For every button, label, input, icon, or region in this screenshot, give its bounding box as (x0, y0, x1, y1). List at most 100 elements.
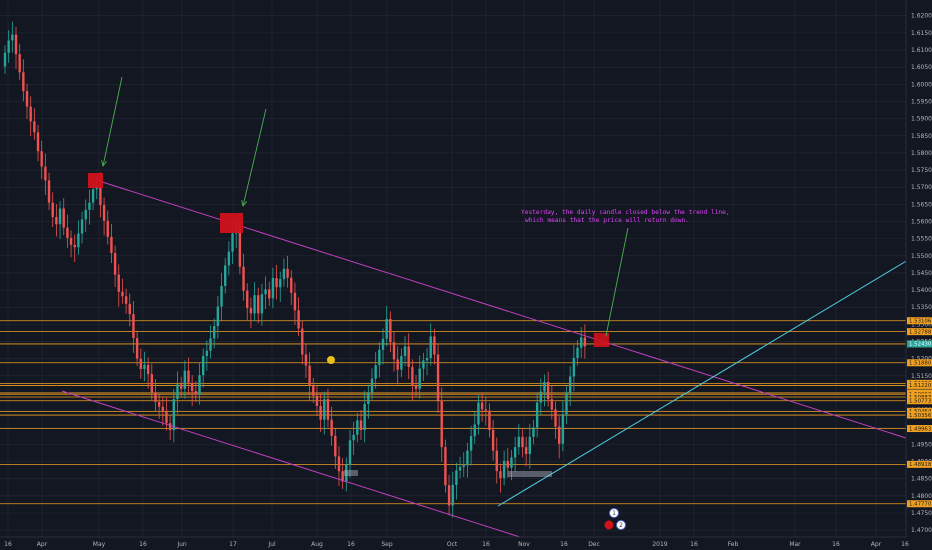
price-tick-label: 1.61000 (911, 47, 932, 54)
time-tick-label: Apr (871, 541, 882, 548)
price-tick-label: 1.59500 (911, 98, 932, 105)
price-tick-label: 1.60000 (911, 81, 932, 88)
price-tick-label: 1.59000 (911, 116, 932, 123)
candle-body (458, 467, 462, 471)
candle-body (157, 401, 161, 407)
arrow-head (241, 200, 248, 208)
event-flag-icon (604, 520, 614, 530)
candle-body (447, 485, 451, 506)
candle-body (47, 180, 51, 203)
candle-body (190, 382, 194, 392)
candle-body (330, 419, 333, 436)
time-tick-label: 16 (832, 541, 840, 548)
candle-body (528, 436, 532, 455)
price-tick-label: 1.61500 (911, 30, 932, 37)
candle-body (381, 338, 385, 350)
price-axis[interactable]: 1.62000 1.61500 1.61000 1.60500 1.60000 1.595… (905, 0, 932, 550)
price-tick-label: 1.55500 (911, 236, 932, 243)
yellow-dot-marker (327, 356, 335, 364)
candle-body (238, 227, 242, 267)
time-tick-label: Feb (728, 541, 739, 548)
candle-body (154, 392, 157, 402)
level-price-label: 1.47770 (909, 502, 932, 508)
candle-body (73, 244, 76, 248)
level-price-label: 1.53106 (909, 319, 932, 325)
candle-body (506, 460, 509, 468)
candle-body (117, 274, 120, 292)
price-tick-label: 1.53000 (911, 321, 932, 328)
candle-body (143, 364, 146, 369)
candle-body (51, 202, 54, 218)
arrow-line (102, 76, 123, 167)
candle-body (561, 414, 565, 444)
candle-body (224, 265, 227, 286)
candle-body (187, 370, 190, 383)
candle-body (165, 410, 168, 424)
candle-body (363, 403, 366, 430)
candle-body (282, 268, 286, 280)
candle-body (400, 355, 403, 370)
candle-body (334, 435, 337, 457)
time-tick-label: 16 (690, 541, 698, 548)
candle-body (554, 409, 557, 427)
candle-body (33, 121, 36, 133)
candle-body (69, 237, 73, 245)
candle-body (348, 440, 352, 465)
candle-body (99, 185, 102, 206)
price-tick-label: 1.57500 (911, 167, 932, 174)
candle-body (66, 227, 69, 238)
candle-body (337, 456, 341, 472)
current-price-tag (907, 340, 932, 348)
candle-body (315, 395, 319, 406)
candle-body (576, 347, 579, 358)
arrow-line (242, 108, 267, 207)
candle-body (396, 359, 399, 370)
current-price-label: 1.52430 (909, 342, 932, 348)
event-badge-label: 1 (612, 510, 616, 517)
candle-body (62, 208, 65, 228)
price-axis-background (906, 0, 932, 550)
candle-body (308, 365, 311, 386)
candle-body (414, 385, 418, 389)
candle-body (36, 132, 40, 152)
arrow-head (101, 160, 108, 168)
candle-body (539, 391, 543, 403)
price-tick-label: 1.51500 (911, 373, 932, 380)
arrow-line (605, 227, 629, 337)
candle-body (359, 420, 363, 430)
candle-body (55, 217, 58, 225)
level-price-label: 1.49963 (909, 426, 931, 432)
candle-body (389, 318, 392, 343)
candle-body (326, 399, 330, 420)
candle-body (201, 355, 205, 376)
price-tick-label: 1.53500 (911, 304, 932, 311)
candle-body (499, 471, 502, 479)
candle-body (110, 236, 113, 254)
candle-body (286, 268, 289, 278)
price-tick-label: 1.56500 (911, 201, 932, 208)
time-tick-label: Oct (447, 541, 458, 548)
candle-body (502, 460, 506, 479)
candle-body (436, 354, 440, 401)
candle-body (304, 354, 308, 366)
candle-body (275, 278, 278, 288)
candle-body (385, 318, 388, 339)
price-tick-label: 1.58000 (911, 150, 932, 157)
time-tick-label: Aug (311, 541, 323, 548)
event-badge[interactable] (609, 508, 619, 518)
candle-body (91, 189, 95, 203)
price-tick-label: 1.47000 (911, 527, 932, 534)
candle-body (429, 336, 432, 358)
event-badge-label: 2 (619, 522, 623, 529)
price-tick-label: 1.48500 (911, 476, 932, 483)
price-tick-label: 1.47500 (911, 510, 932, 517)
candle-body (22, 72, 25, 92)
level-price-tag (907, 359, 932, 367)
candle-body (312, 385, 315, 396)
event-badge[interactable] (616, 520, 626, 530)
candle-body (495, 450, 498, 472)
time-axis[interactable]: 16 Apr May 16 Jun 17 Jul Aug 16 Sep Oct 16 Nov 16 Dec 2… (0, 536, 909, 548)
candle-body (257, 295, 260, 314)
